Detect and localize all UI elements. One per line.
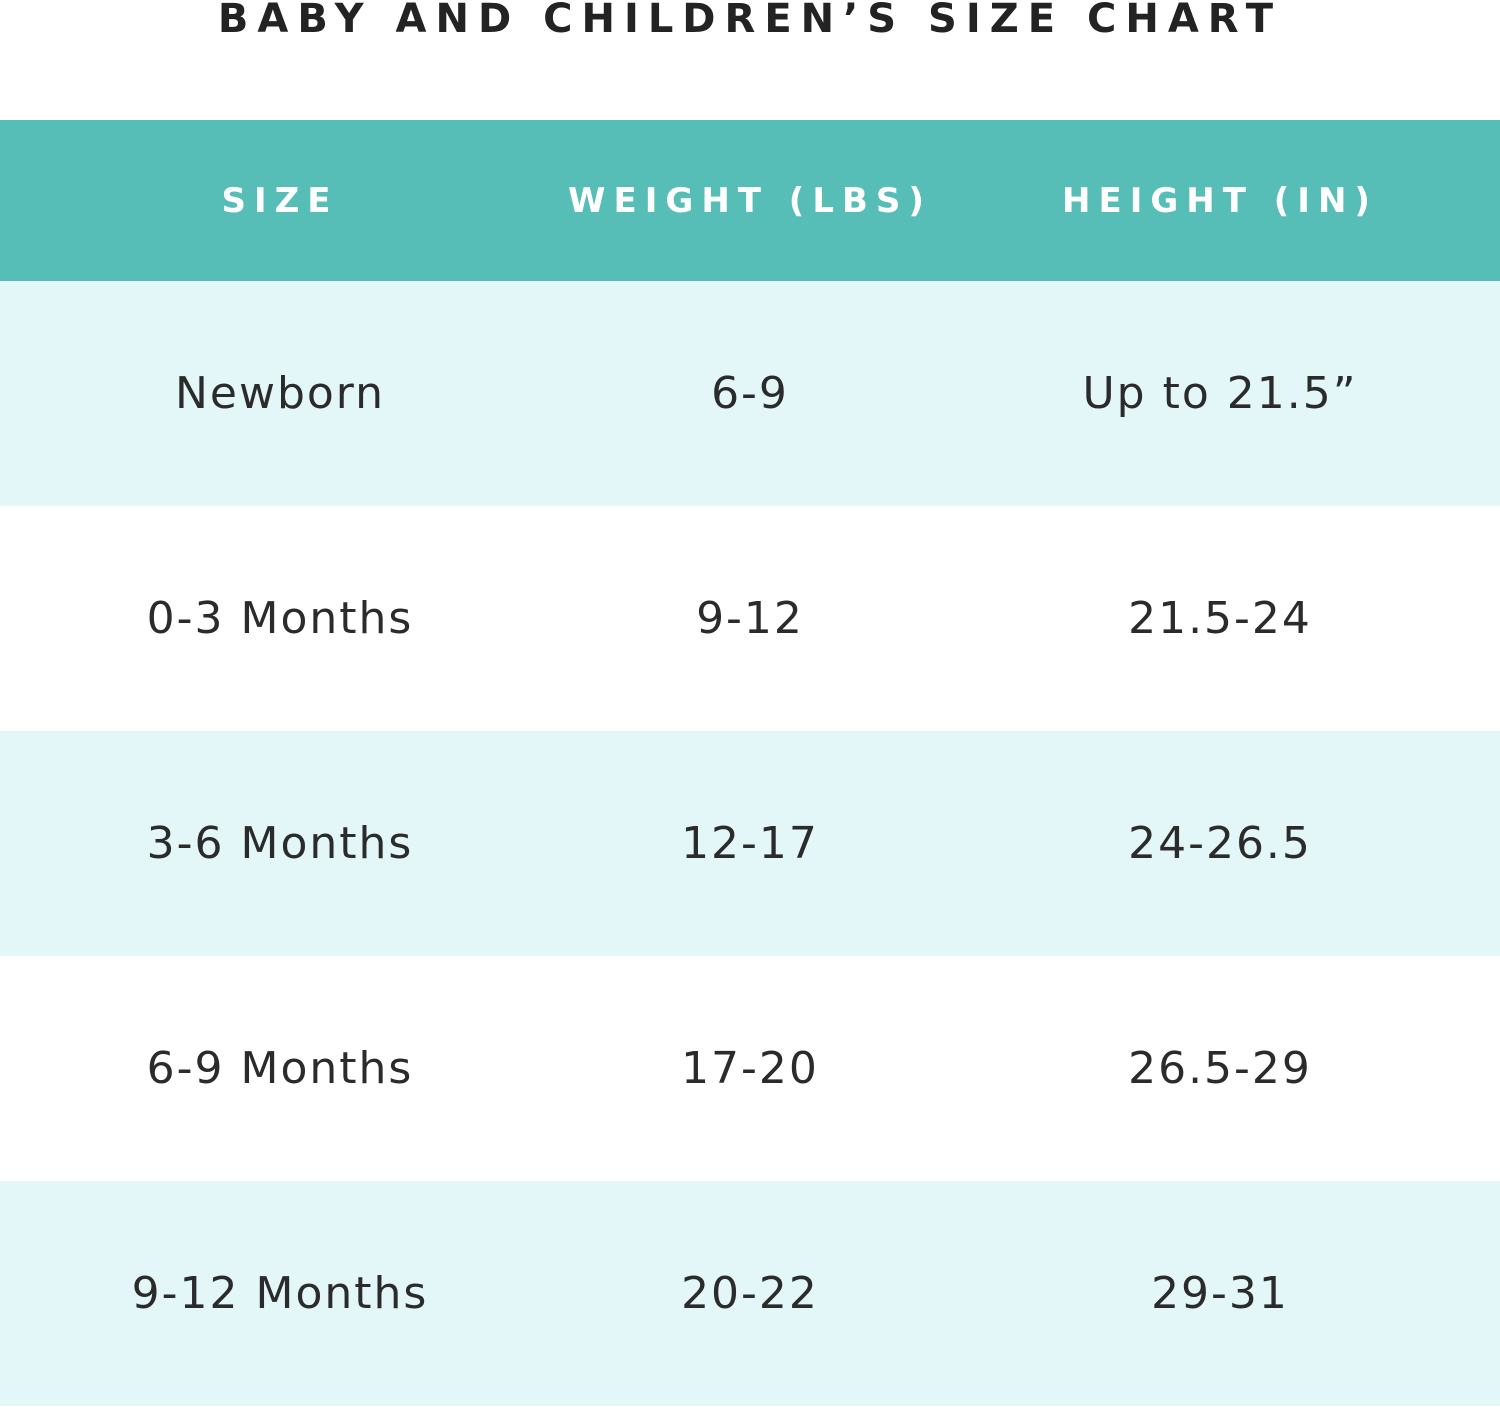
weight-cell: 20-22 (681, 1268, 819, 1319)
header-height: HEIGHT (IN) (1062, 180, 1378, 221)
size-cell: 9-12 Months (131, 1268, 429, 1319)
table-row: Newborn 6-9 Up to 21.5” (0, 281, 1500, 506)
table-row: 9-12 Months 20-22 29-31 (0, 1181, 1500, 1406)
header-weight: WEIGHT (LBS) (568, 180, 932, 221)
table-row: 6-9 Months 17-20 26.5-29 (0, 956, 1500, 1181)
size-cell: Newborn (174, 368, 386, 419)
height-cell: 21.5-24 (1128, 593, 1312, 644)
header-size: SIZE (221, 180, 339, 221)
size-chart-table: SIZE WEIGHT (LBS) HEIGHT (IN) Newborn 6-… (0, 120, 1500, 1406)
size-cell: 3-6 Months (146, 818, 414, 869)
table-row: 3-6 Months 12-17 24-26.5 (0, 731, 1500, 956)
size-cell: 6-9 Months (146, 1043, 414, 1094)
weight-cell: 6-9 (711, 368, 789, 419)
weight-cell: 9-12 (696, 593, 804, 644)
page-title: BABY AND CHILDREN’S SIZE CHART (217, 0, 1283, 42)
weight-cell: 17-20 (681, 1043, 819, 1094)
height-cell: 24-26.5 (1128, 818, 1312, 869)
table-row: 0-3 Months 9-12 21.5-24 (0, 506, 1500, 731)
height-cell: 29-31 (1151, 1268, 1289, 1319)
height-cell: Up to 21.5” (1082, 368, 1358, 419)
weight-cell: 12-17 (681, 818, 819, 869)
height-cell: 26.5-29 (1128, 1043, 1312, 1094)
table-header-row: SIZE WEIGHT (LBS) HEIGHT (IN) (0, 120, 1500, 281)
size-cell: 0-3 Months (146, 593, 414, 644)
